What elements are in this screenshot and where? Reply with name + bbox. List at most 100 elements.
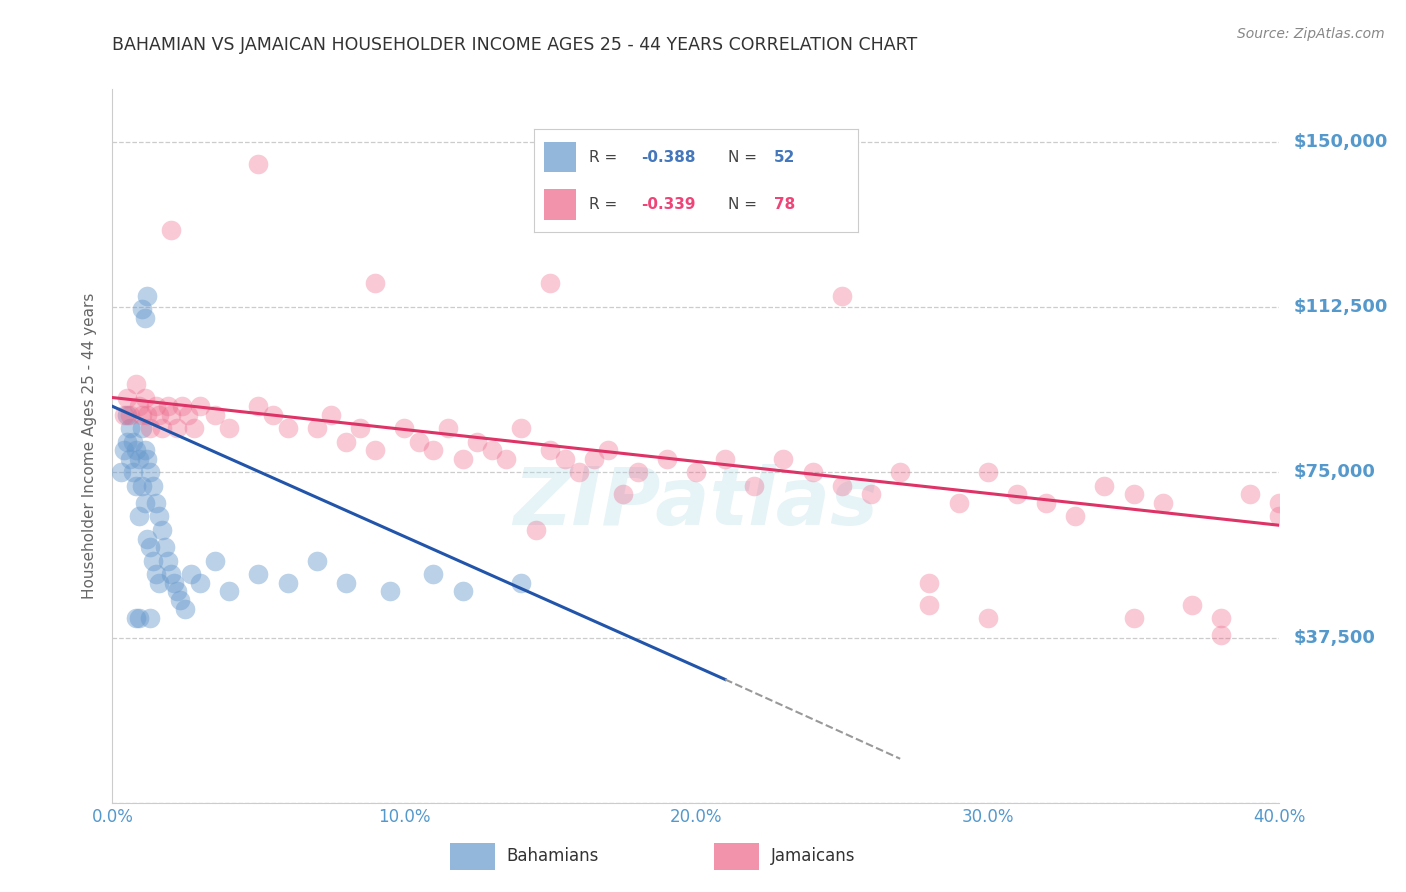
Text: R =: R = <box>589 197 623 211</box>
Point <box>437 421 460 435</box>
Point <box>538 443 561 458</box>
Point <box>831 478 853 492</box>
Point <box>1122 611 1144 625</box>
Point <box>122 466 145 480</box>
Point <box>495 452 517 467</box>
Point <box>204 408 226 422</box>
Point <box>918 575 941 590</box>
Point <box>150 421 173 435</box>
Point <box>150 523 173 537</box>
Point <box>714 452 737 467</box>
Point <box>125 478 148 492</box>
Bar <box>544 189 576 219</box>
Point <box>247 157 270 171</box>
Point <box>188 400 211 414</box>
Point <box>305 553 328 567</box>
Point <box>204 553 226 567</box>
Point <box>655 452 678 467</box>
Bar <box>450 843 495 870</box>
Point <box>524 523 547 537</box>
Point <box>131 478 153 492</box>
Point <box>305 421 328 435</box>
Point <box>612 487 634 501</box>
Text: $150,000: $150,000 <box>1294 133 1388 151</box>
Point <box>1005 487 1028 501</box>
Point <box>131 421 153 435</box>
Point <box>1239 487 1261 501</box>
Point <box>148 408 170 422</box>
Point <box>976 466 998 480</box>
Point <box>422 443 444 458</box>
Point <box>364 276 387 290</box>
Point <box>142 553 165 567</box>
Text: N =: N = <box>728 197 762 211</box>
Point <box>451 452 474 467</box>
Point <box>276 421 298 435</box>
Point <box>177 408 200 422</box>
Point <box>1122 487 1144 501</box>
Point <box>169 593 191 607</box>
Text: ZIPatlas: ZIPatlas <box>513 464 879 542</box>
Text: -0.388: -0.388 <box>641 150 696 164</box>
Point <box>1064 509 1087 524</box>
Point <box>139 421 162 435</box>
Point <box>183 421 205 435</box>
Point <box>742 478 765 492</box>
Point <box>148 575 170 590</box>
Point <box>321 408 343 422</box>
Point <box>115 434 138 449</box>
Point <box>262 408 284 422</box>
Point <box>134 443 156 458</box>
Point <box>128 452 150 467</box>
Point <box>598 443 620 458</box>
Text: Bahamians: Bahamians <box>506 847 599 865</box>
Point <box>163 575 186 590</box>
Point <box>142 478 165 492</box>
Point <box>160 566 183 581</box>
Point <box>1092 478 1115 492</box>
Text: N =: N = <box>728 150 762 164</box>
Point <box>166 421 188 435</box>
Point <box>174 602 197 616</box>
Point <box>976 611 998 625</box>
Point <box>451 584 474 599</box>
Point <box>918 598 941 612</box>
Point <box>172 400 194 414</box>
Point <box>801 466 824 480</box>
Text: Source: ZipAtlas.com: Source: ZipAtlas.com <box>1237 27 1385 41</box>
Point <box>1209 611 1232 625</box>
Point <box>1268 496 1291 510</box>
Point <box>128 509 150 524</box>
Point <box>859 487 883 501</box>
Point <box>148 509 170 524</box>
Point <box>392 421 416 435</box>
Point <box>125 377 148 392</box>
Point <box>1035 496 1057 510</box>
Point <box>247 566 270 581</box>
Point <box>166 584 188 599</box>
Point <box>364 443 387 458</box>
Point <box>276 575 298 590</box>
Point <box>1181 598 1204 612</box>
Bar <box>714 843 759 870</box>
Text: Jamaicans: Jamaicans <box>770 847 855 865</box>
Point <box>408 434 430 449</box>
Text: $112,500: $112,500 <box>1294 298 1388 317</box>
Point <box>465 434 488 449</box>
Point <box>153 541 176 555</box>
Point <box>136 452 159 467</box>
Point <box>422 566 444 581</box>
Point <box>134 311 156 326</box>
Point <box>128 400 150 414</box>
Point <box>160 223 183 237</box>
Point <box>139 541 162 555</box>
Bar <box>544 142 576 172</box>
Point <box>136 289 159 303</box>
Point <box>1268 509 1291 524</box>
Point <box>831 289 853 303</box>
Point <box>1209 628 1232 642</box>
Point <box>160 408 183 422</box>
Point <box>772 452 794 467</box>
Y-axis label: Householder Income Ages 25 - 44 years: Householder Income Ages 25 - 44 years <box>82 293 97 599</box>
Text: $37,500: $37,500 <box>1294 629 1375 647</box>
